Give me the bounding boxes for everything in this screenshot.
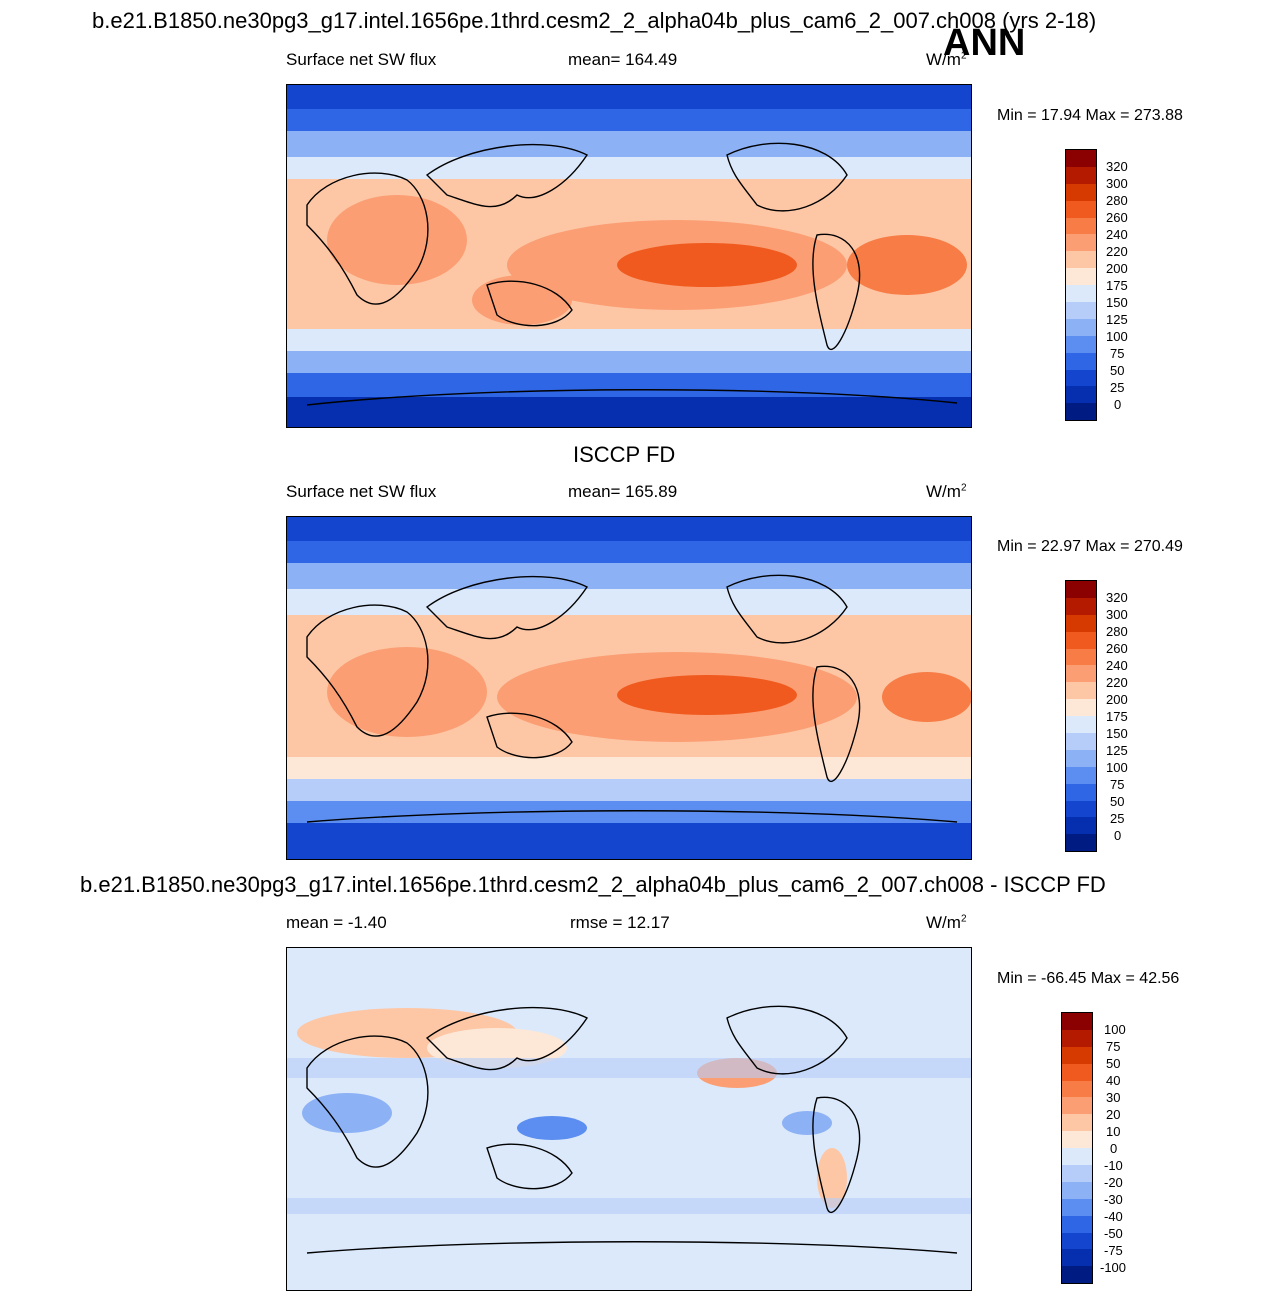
panel3-colorbar-label: -30 (1104, 1192, 1123, 1207)
season-label: ANN (943, 22, 1026, 64)
panel3-colorbar-label: -40 (1104, 1209, 1123, 1224)
band-arctic (287, 517, 971, 541)
panel1-units: W/m2 (926, 50, 967, 69)
panel3-colorbar-label: -100 (1100, 1260, 1127, 1275)
panel1-colorbar-label: 200 (1106, 261, 1128, 276)
band-antarctic (287, 397, 971, 427)
figure-title: b.e21.B1850.ne30pg3_g17.intel.1656pe.1th… (92, 8, 1097, 33)
panel3-colorbar-label: 0 (1110, 1141, 1118, 1156)
panel2-colorbar-label: 150 (1106, 726, 1128, 741)
panel3-colorbar-label: -10 (1104, 1158, 1123, 1173)
panel1-minmax: Min = 17.94 Max = 273.88 (997, 107, 1183, 124)
panel2-colorbar-label: 240 (1106, 658, 1128, 673)
panel1-map (286, 84, 972, 428)
band-southern-ocean (287, 373, 971, 397)
panel2-colorbar-label: 220 (1106, 675, 1128, 690)
panel1-colorbar-label: 100 (1106, 329, 1128, 344)
pacific-peak-region (617, 675, 797, 715)
panel3-colorbar-label: 50 (1106, 1056, 1121, 1071)
panel3-colorbar-label: 30 (1106, 1090, 1121, 1105)
panel1-colorbar-label: 50 (1110, 363, 1125, 378)
panel3-colorbar (1061, 1012, 1093, 1284)
panel1-colorbar-label: 280 (1106, 193, 1128, 208)
panel2-variable-label: Surface net SW flux (286, 482, 437, 501)
difference-title: b.e21.B1850.ne30pg3_g17.intel.1656pe.1th… (80, 872, 1106, 897)
band-subtrop-n (287, 157, 971, 179)
panel2-colorbar-label: 260 (1106, 641, 1128, 656)
panel3-colorbar-label: 10 (1106, 1124, 1121, 1139)
panel2-colorbar-label: 175 (1106, 709, 1128, 724)
panel2-colorbar-label: 200 (1106, 692, 1128, 707)
indian-ocean-max-region (327, 647, 487, 737)
panel1-variable-label: Surface net SW flux (286, 50, 437, 69)
panel1-colorbar-label: 75 (1110, 346, 1125, 361)
obs-title: ISCCP FD (573, 442, 676, 467)
panel2-colorbar-label: 320 (1106, 590, 1128, 605)
panel3-colorbar-label: 100 (1104, 1022, 1126, 1037)
panel3-minmax: Min = -66.45 Max = 42.56 (997, 970, 1180, 987)
band-subtrop-s (287, 757, 971, 779)
band-midlat-n (287, 563, 971, 589)
panel1-colorbar-label: 125 (1106, 312, 1128, 327)
panel3-colorbar-label: -20 (1104, 1175, 1123, 1190)
africa-max-region (327, 195, 467, 285)
panel1-colorbar-label: 320 (1106, 159, 1128, 174)
band-midlat-n (287, 131, 971, 157)
panel1-colorbar-label: 220 (1106, 244, 1128, 259)
australia-max-region (472, 275, 572, 325)
band-southern-ocean (287, 801, 971, 823)
southamerica-negative-region (782, 1111, 832, 1135)
panel1-colorbar-label: 240 (1106, 227, 1128, 242)
andes-positive-region (817, 1148, 847, 1208)
panel3-rmse-label: rmse = 12.17 (570, 913, 670, 932)
panel3-colorbar-label: -50 (1104, 1226, 1123, 1241)
panel3-map (286, 947, 972, 1291)
coastlines (306, 142, 958, 406)
panel3-mean-label: mean = -1.40 (286, 913, 387, 932)
panel3-colorbar-label: 20 (1106, 1107, 1121, 1122)
panel1-colorbar-label: 0 (1114, 397, 1122, 412)
panel2-colorbar-label: 75 (1110, 777, 1125, 792)
panel1-colorbar-label: 175 (1106, 278, 1128, 293)
panel2-minmax: Min = 22.97 Max = 270.49 (997, 538, 1183, 555)
panel2-colorbar-label: 280 (1106, 624, 1128, 639)
panel2-colorbar-label: 125 (1106, 743, 1128, 758)
panel1-colorbar (1065, 149, 1097, 421)
band-highlat-n (287, 109, 971, 131)
panel2-units: W/m2 (926, 482, 967, 501)
panel3-colorbar-label: -75 (1104, 1243, 1123, 1258)
band-antarctic (287, 823, 971, 859)
panel2-colorbar-label: 50 (1110, 794, 1125, 809)
coastlines (306, 1005, 958, 1254)
panel3-colorbar-label: 40 (1106, 1073, 1121, 1088)
panel2-map (286, 516, 972, 860)
atlantic-max-region (847, 235, 967, 295)
panel2-mean-label: mean= 165.89 (568, 482, 678, 501)
panel2-colorbar (1065, 580, 1097, 852)
band-arctic (287, 85, 971, 109)
band-subtrop-n (287, 589, 971, 615)
africa-negative-region (302, 1093, 392, 1133)
band-subtrop-s (287, 329, 971, 351)
atlantic-max-region (882, 672, 971, 722)
panel1-colorbar-label: 150 (1106, 295, 1128, 310)
panel3-units: W/m2 (926, 913, 967, 932)
coastlines (306, 574, 958, 823)
pacific-peak-region (617, 243, 797, 287)
band-midlat-s (287, 351, 971, 373)
maritime-negative-region (517, 1116, 587, 1140)
band-negative (287, 1198, 971, 1214)
panel1-mean-label: mean= 164.49 (568, 50, 678, 69)
band-highlat-n (287, 541, 971, 563)
panel1-colorbar-label: 25 (1110, 380, 1125, 395)
panel1-colorbar-label: 300 (1106, 176, 1128, 191)
band-midlat-s (287, 779, 971, 801)
panel2-colorbar-label: 100 (1106, 760, 1128, 775)
panel2-colorbar-label: 25 (1110, 811, 1125, 826)
panel3-colorbar-label: 75 (1106, 1039, 1121, 1054)
panel2-colorbar-label: 300 (1106, 607, 1128, 622)
panel2-colorbar-label: 0 (1114, 828, 1122, 843)
band-negative (287, 1058, 971, 1078)
panel1-colorbar-label: 260 (1106, 210, 1128, 225)
